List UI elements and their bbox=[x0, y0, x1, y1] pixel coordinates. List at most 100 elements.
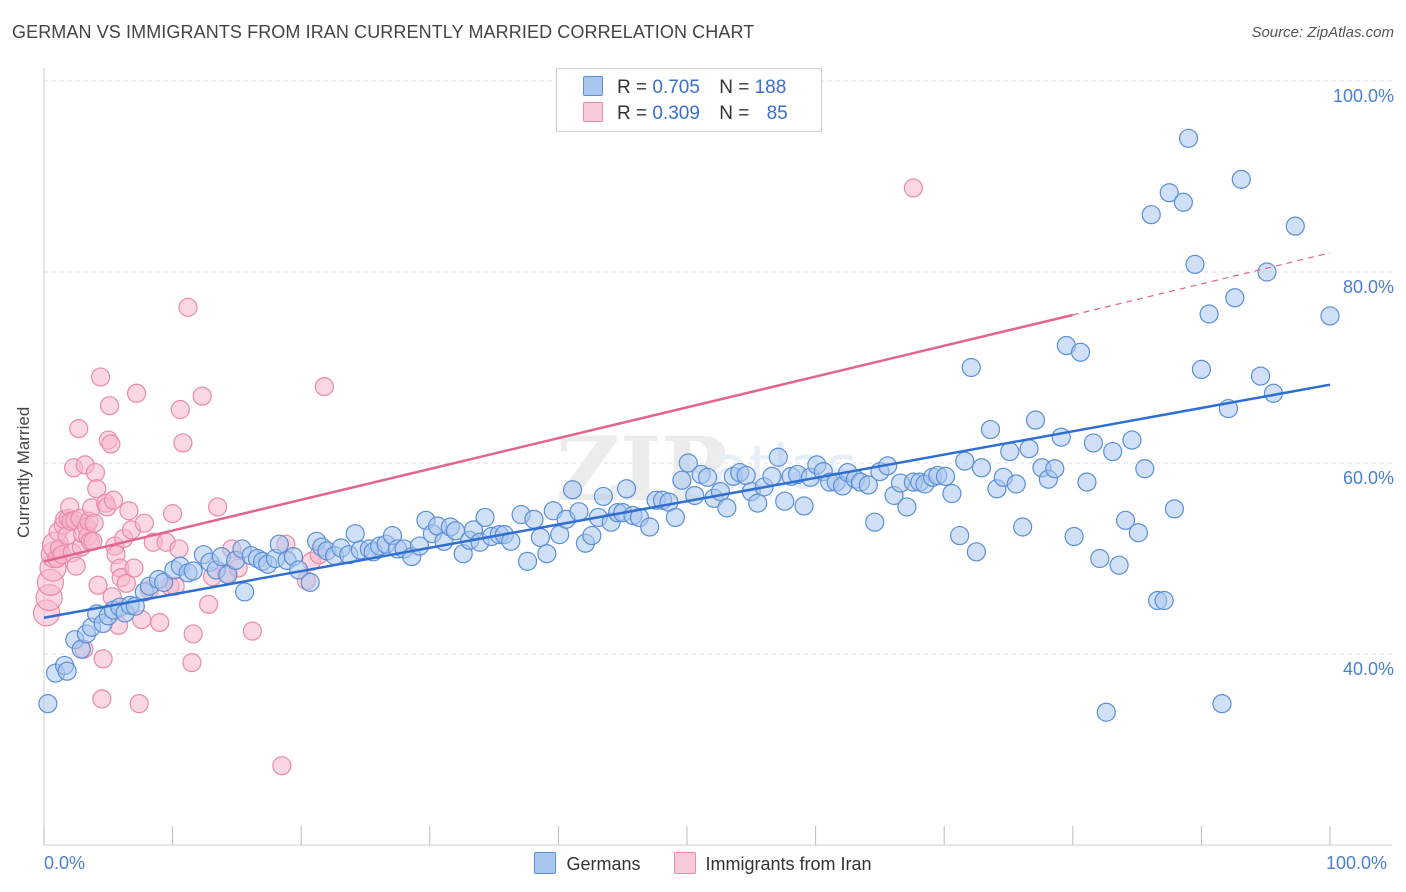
iran-point bbox=[99, 396, 120, 416]
y-axis-label: Currently Married bbox=[14, 406, 33, 538]
y-tick-label: 100.0% bbox=[1332, 86, 1394, 106]
iran-point bbox=[208, 497, 228, 517]
german-point bbox=[1115, 510, 1136, 530]
german-point bbox=[1250, 366, 1271, 386]
german-point bbox=[955, 451, 975, 471]
trend-lines bbox=[43, 252, 1331, 619]
german-point bbox=[1231, 169, 1251, 189]
german-point bbox=[582, 525, 602, 546]
iran-point bbox=[84, 513, 104, 533]
german-point bbox=[1000, 441, 1020, 462]
iran-point bbox=[169, 539, 189, 559]
german-point bbox=[1199, 304, 1219, 324]
legend-row-germans: R = 0.705 N = 188 bbox=[583, 76, 786, 100]
r-label: R = bbox=[617, 103, 648, 124]
german-point bbox=[153, 572, 174, 592]
n-value: 188 bbox=[754, 77, 787, 98]
german-point bbox=[1096, 702, 1116, 722]
german-point bbox=[942, 483, 962, 504]
legend-item-iran: Immigrants from Iran bbox=[673, 852, 872, 875]
german-point bbox=[57, 661, 77, 681]
iran-point bbox=[170, 399, 190, 420]
german-point bbox=[950, 525, 970, 546]
germans-trend-line bbox=[43, 383, 1331, 619]
iran-point bbox=[90, 367, 111, 387]
iran-point bbox=[103, 490, 124, 510]
iran-point bbox=[134, 513, 154, 533]
iran-trend-extension bbox=[1072, 252, 1331, 316]
german-point bbox=[562, 480, 583, 500]
x-tick-label: 0.0% bbox=[44, 853, 86, 873]
iran-point bbox=[88, 575, 108, 595]
german-point bbox=[775, 491, 795, 511]
german-point bbox=[1077, 472, 1097, 492]
iran-point bbox=[93, 649, 113, 669]
german-point bbox=[736, 465, 756, 486]
german-point bbox=[961, 357, 981, 378]
legend-label: Immigrants from Iran bbox=[705, 854, 872, 874]
german-point bbox=[1257, 262, 1277, 282]
german-point bbox=[640, 517, 660, 537]
german-point bbox=[1178, 128, 1199, 148]
german-point bbox=[1051, 427, 1071, 447]
iran-point bbox=[183, 624, 203, 644]
german-point bbox=[858, 475, 878, 495]
iran-point bbox=[272, 756, 292, 776]
german-point bbox=[475, 507, 495, 528]
german-point bbox=[768, 447, 788, 467]
german-point bbox=[897, 497, 917, 517]
iran-point bbox=[173, 433, 193, 453]
german-point bbox=[1006, 474, 1026, 494]
german-point bbox=[1285, 216, 1305, 236]
german-point bbox=[269, 534, 289, 554]
iran-point bbox=[242, 621, 262, 641]
german-point bbox=[1141, 205, 1161, 225]
german-point bbox=[1103, 441, 1123, 462]
german-point bbox=[665, 507, 686, 528]
x-tick-label: 100.0% bbox=[1326, 853, 1388, 873]
german-point bbox=[672, 470, 692, 490]
german-point bbox=[300, 572, 320, 592]
iran-point bbox=[66, 556, 86, 576]
german-point bbox=[1154, 590, 1174, 611]
german-point bbox=[345, 524, 365, 544]
iran-point bbox=[129, 694, 149, 714]
german-point bbox=[865, 512, 885, 532]
german-point bbox=[1109, 555, 1129, 575]
german-point bbox=[1083, 433, 1103, 453]
german-point bbox=[1159, 183, 1179, 203]
r-value: 0.309 bbox=[652, 103, 700, 124]
iran-point bbox=[199, 594, 219, 614]
stats-legend: R = 0.705 N = 188 R = 0.309 N = 85 bbox=[556, 68, 822, 132]
german-point bbox=[1013, 517, 1033, 537]
german-point bbox=[1173, 192, 1193, 212]
german-point bbox=[1070, 342, 1091, 362]
german-point bbox=[697, 467, 718, 487]
german-point bbox=[1320, 306, 1340, 326]
r-label: R = bbox=[617, 77, 648, 98]
german-point bbox=[1025, 410, 1046, 430]
german-point bbox=[537, 544, 557, 564]
legend-row-iran: R = 0.309 N = 85 bbox=[583, 102, 788, 126]
legend-swatch-iran bbox=[583, 102, 603, 122]
legend-swatch-germans bbox=[583, 76, 603, 96]
german-point bbox=[1212, 694, 1232, 714]
r-value: 0.705 bbox=[652, 77, 700, 98]
iran-point bbox=[126, 383, 147, 403]
axes bbox=[43, 68, 1392, 846]
iran-point bbox=[116, 573, 136, 593]
german-point bbox=[616, 479, 637, 499]
german-point bbox=[1185, 254, 1205, 274]
german-point bbox=[1045, 459, 1065, 479]
iran-point bbox=[314, 377, 334, 397]
german-point bbox=[1191, 359, 1212, 380]
german-point bbox=[1064, 526, 1084, 547]
iran-point bbox=[182, 652, 202, 673]
n-label: N = bbox=[719, 77, 750, 98]
legend-swatch-germans bbox=[534, 852, 557, 874]
iran-point bbox=[124, 558, 144, 578]
german-point bbox=[530, 527, 550, 548]
y-tick-label: 40.0% bbox=[1342, 659, 1394, 679]
german-point bbox=[569, 502, 589, 522]
chart-title: GERMAN VS IMMIGRANTS FROM IRAN CURRENTLY… bbox=[12, 22, 755, 42]
